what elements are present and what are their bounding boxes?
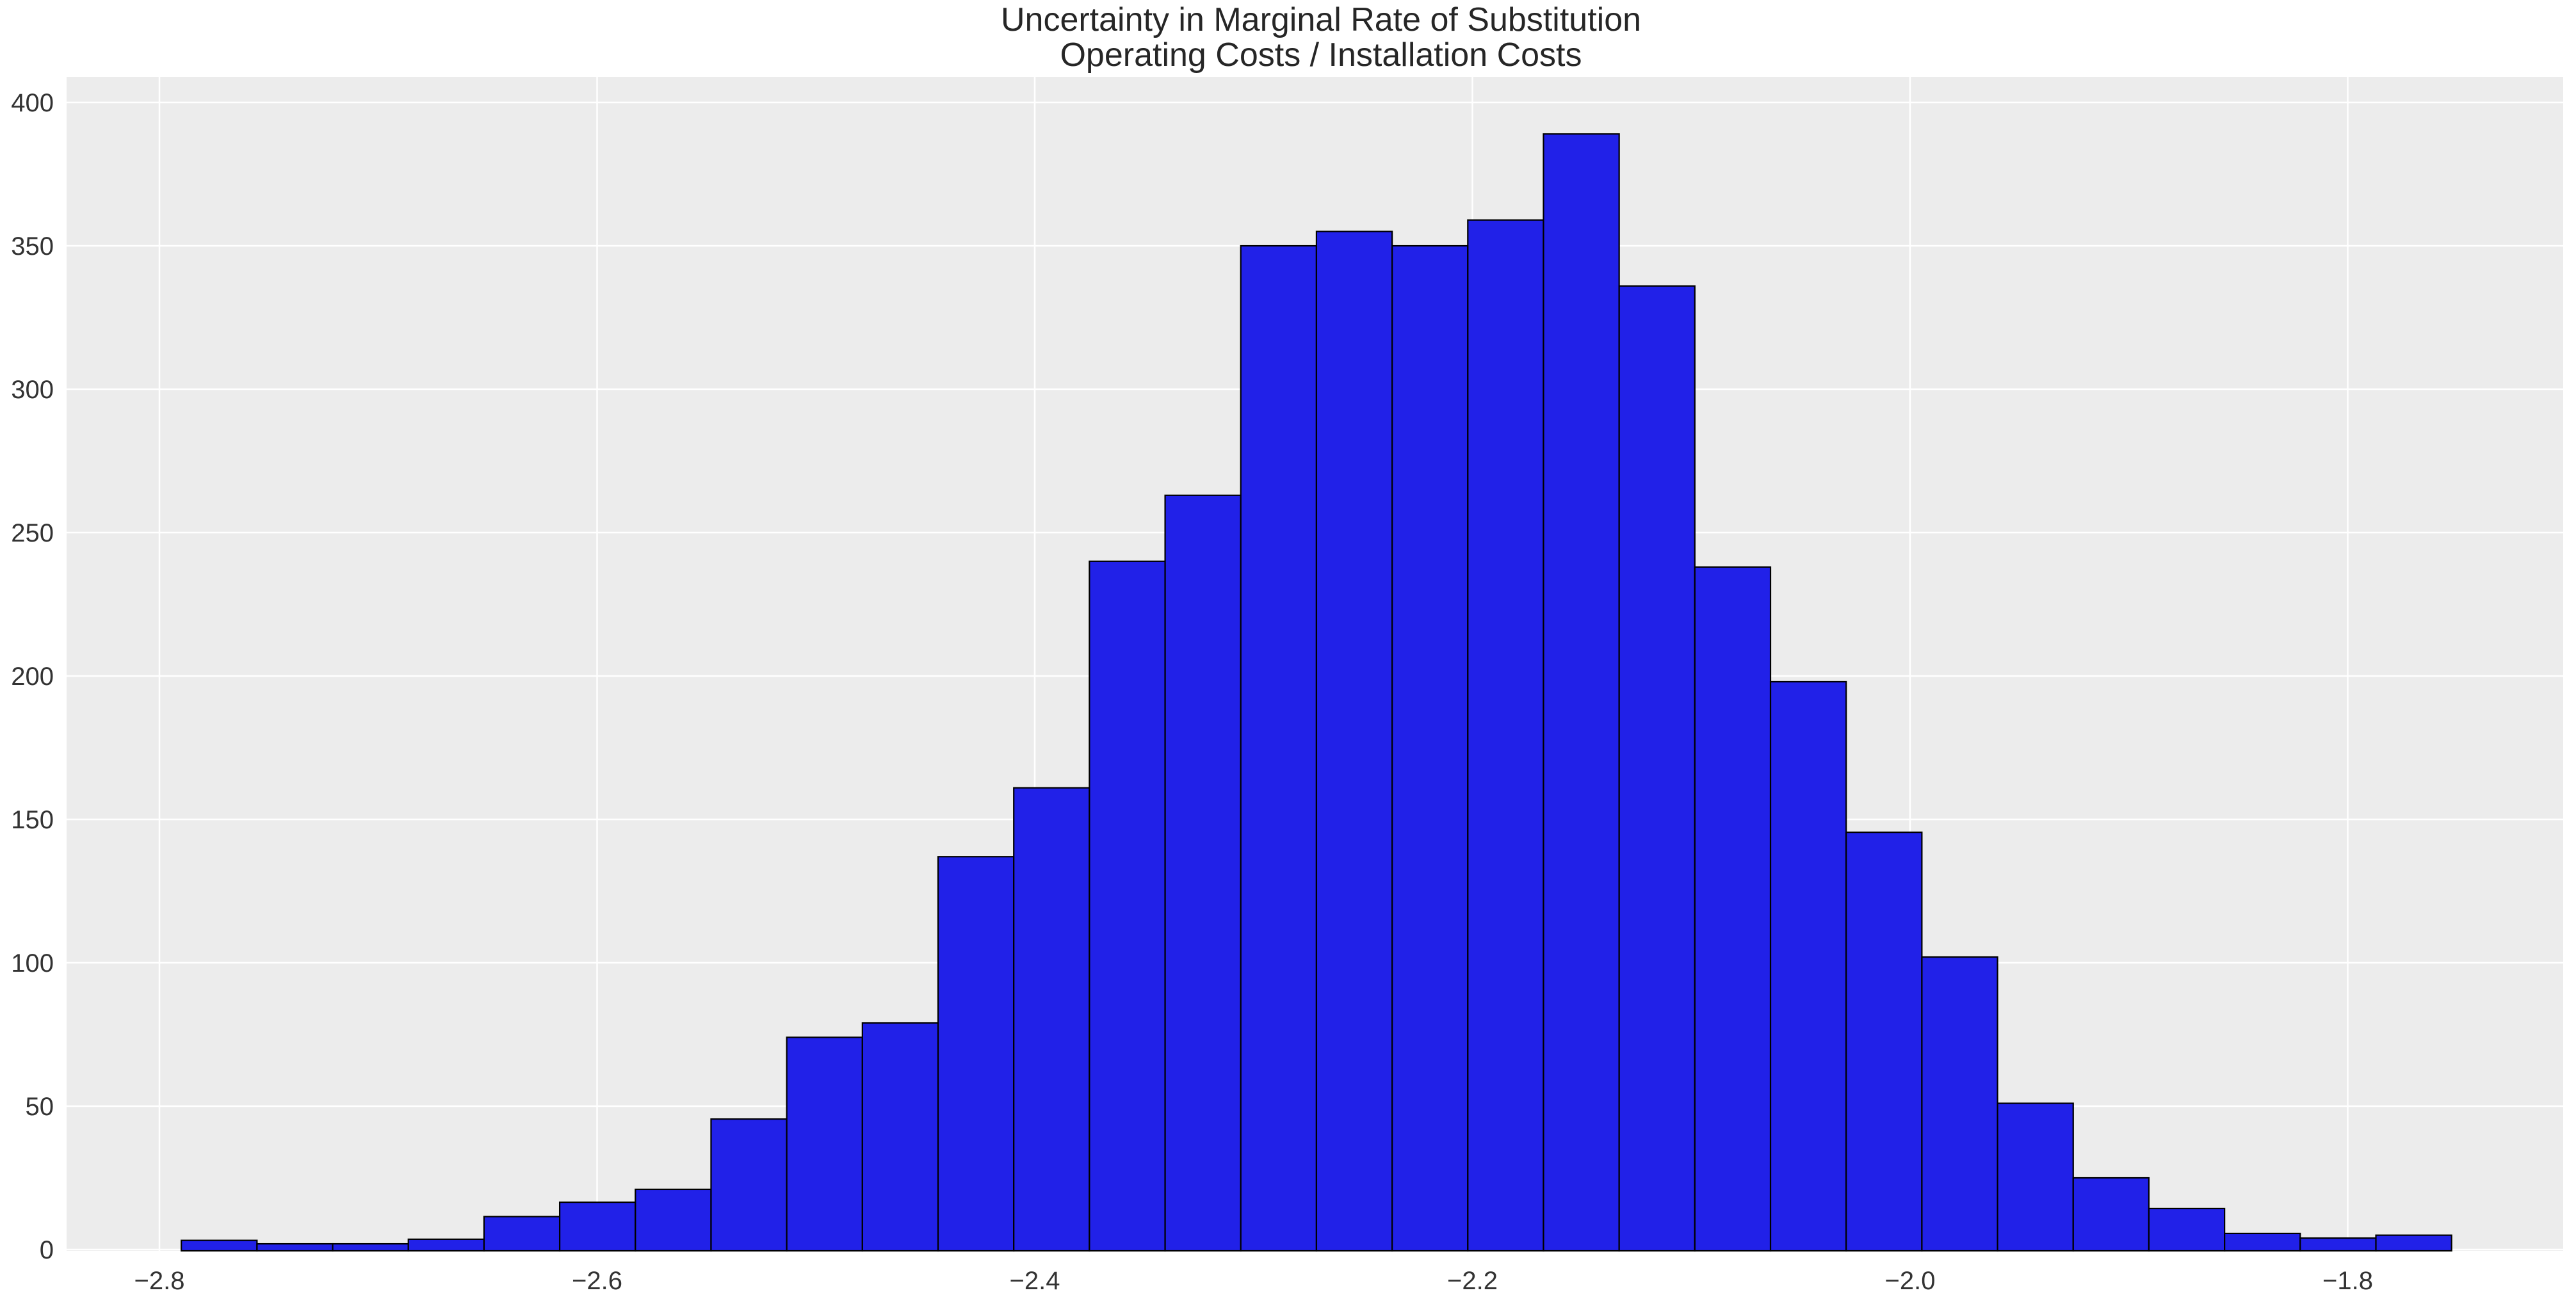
svg-text:−2.0: −2.0 [1885,1267,1936,1295]
svg-text:300: 300 [11,376,54,404]
svg-text:Uncertainty in Marginal Rate o: Uncertainty in Marginal Rate of Substitu… [1001,1,1641,38]
svg-text:0: 0 [40,1236,54,1264]
svg-text:−1.8: −1.8 [2322,1267,2373,1295]
svg-text:100: 100 [11,949,54,977]
svg-text:−2.4: −2.4 [1010,1267,1060,1295]
svg-text:50: 50 [26,1093,54,1121]
svg-text:350: 350 [11,232,54,261]
svg-text:−2.8: −2.8 [134,1267,185,1295]
svg-text:150: 150 [11,806,54,834]
svg-text:200: 200 [11,663,54,691]
svg-text:−2.6: −2.6 [572,1267,622,1295]
svg-text:250: 250 [11,519,54,547]
svg-text:−2.2: −2.2 [1447,1267,1498,1295]
svg-text:400: 400 [11,89,54,117]
svg-text:Operating Costs / Installation: Operating Costs / Installation Costs [1060,36,1582,74]
